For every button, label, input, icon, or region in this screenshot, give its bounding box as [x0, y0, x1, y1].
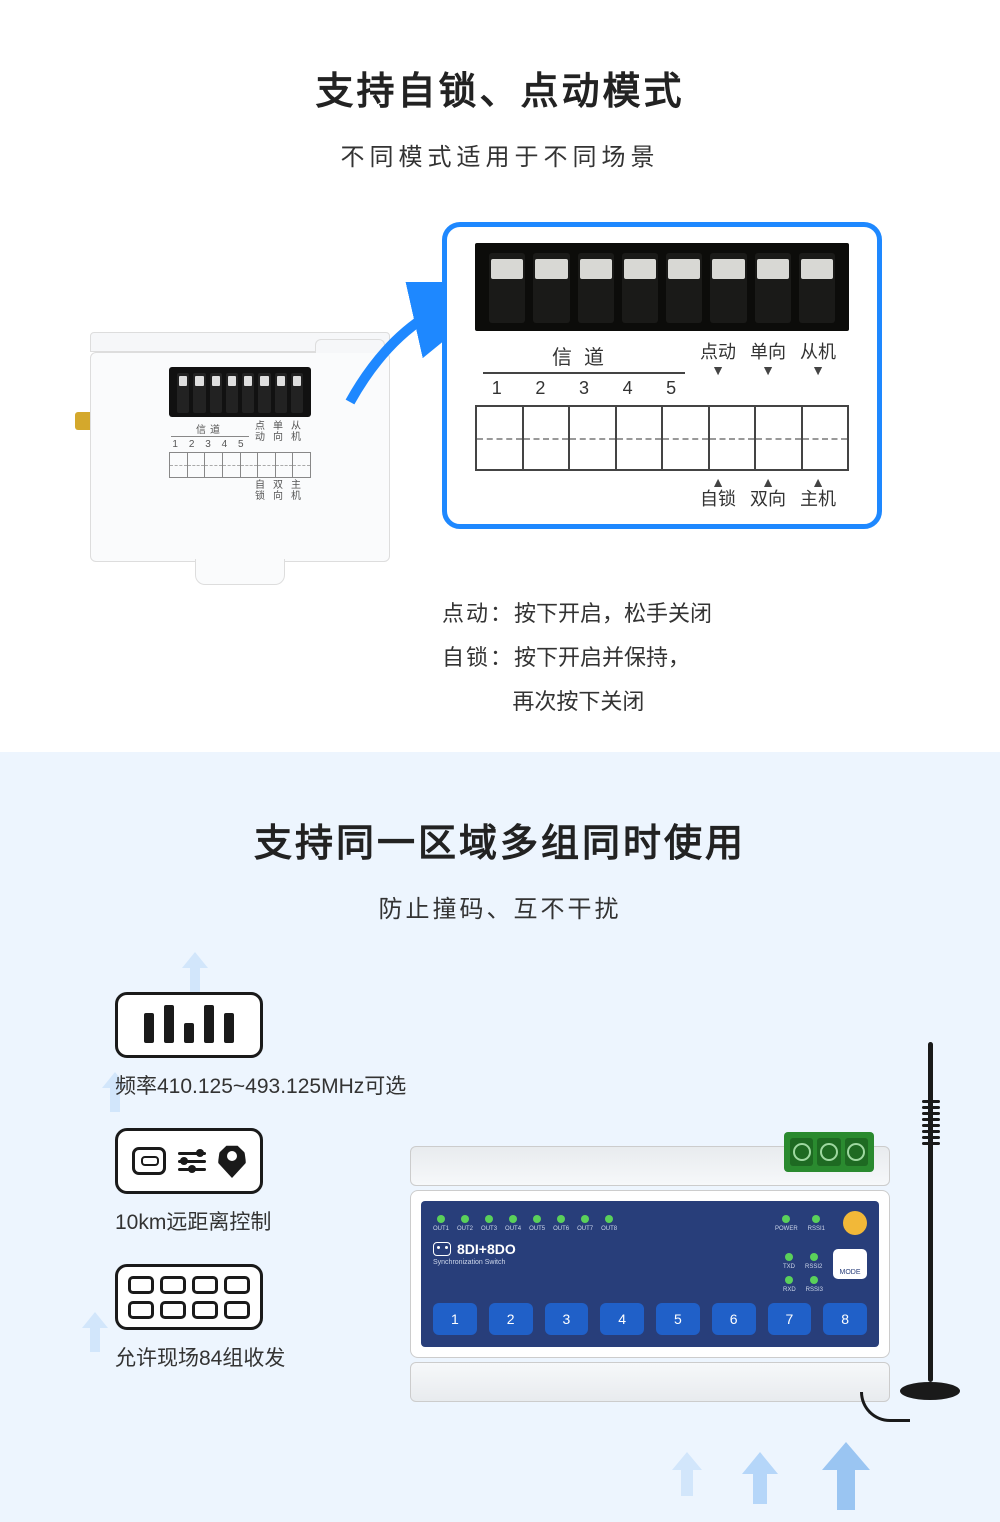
robot-face-icon [433, 1242, 451, 1256]
mode-descriptions: 点动：按下开启，松手关闭 自锁：按下开启并保持， 再次按下关闭 [442, 592, 712, 724]
desc-latch-2: 再次按下关闭 [442, 680, 712, 724]
led-row-mid: TXD RSSI2 RXD RSSI3 [783, 1253, 823, 1293]
mode-button[interactable]: MODE [833, 1249, 867, 1279]
terminal-block-icon [784, 1132, 874, 1172]
feature-distance: 10km远距离控制 [115, 1128, 406, 1236]
channel-buttons: 1 2 3 4 5 6 7 8 [433, 1303, 867, 1335]
section1-title: 支持自锁、点动模式 [0, 60, 1000, 115]
feature-groups: 允许现场84组收发 [115, 1264, 406, 1372]
channel-btn-7[interactable]: 7 [768, 1303, 812, 1335]
led-row-top: OUT1 OUT2 OUT3 OUT4 OUT5 OUT6 OUT7 OUT8 … [433, 1211, 867, 1235]
desc-jog: 点动：按下开启，松手关闭 [442, 592, 712, 636]
product-illustration: OUT1 OUT2 OUT3 OUT4 OUT5 OUT6 OUT7 OUT8 … [410, 1132, 890, 1412]
desc-latch-1: 自锁：按下开启并保持， [442, 636, 712, 680]
control-icons-icon [115, 1128, 263, 1194]
section-multi-group: 支持同一区域多组同时使用 防止撞码、互不干扰 频率410.125~493.125… [0, 752, 1000, 1522]
section2-subtitle: 防止撞码、互不干扰 [0, 889, 1000, 924]
bg-arrow-icon [740, 1452, 780, 1504]
dip-labels-small: 信道 1 2 3 4 5 点动 单向 从机 [169, 421, 311, 502]
section2-title: 支持同一区域多组同时使用 [0, 812, 1000, 867]
channel-label-sm: 信道 [169, 421, 251, 436]
dip-switch-large-icon [475, 243, 849, 331]
channel-btn-2[interactable]: 2 [489, 1303, 533, 1335]
antenna-icon [900, 1042, 960, 1442]
section-lock-modes: 支持自锁、点动模式 不同模式适用于不同场景 信道 1 [0, 0, 1000, 752]
channel-btn-8[interactable]: 8 [823, 1303, 867, 1335]
channel-btn-5[interactable]: 5 [656, 1303, 700, 1335]
section1-body: 信道 1 2 3 4 5 点动 单向 从机 [0, 212, 1000, 712]
channel-btn-6[interactable]: 6 [712, 1303, 756, 1335]
grid-icon [115, 1264, 263, 1330]
product-bottom-rail [410, 1362, 890, 1402]
product-body: OUT1 OUT2 OUT3 OUT4 OUT5 OUT6 OUT7 OUT8 … [410, 1190, 890, 1358]
bg-arrow-icon [80, 1312, 110, 1352]
bg-arrow-icon [820, 1442, 872, 1510]
feature-frequency: 频率410.125~493.125MHz可选 [115, 992, 406, 1100]
dip-switch-icon [169, 367, 311, 417]
bg-arrow-icon [670, 1452, 704, 1496]
feature-list: 频率410.125~493.125MHz可选 10km远距离控制 允许现场84组… [115, 992, 406, 1400]
antenna-port-icon [843, 1211, 867, 1235]
channel-btn-3[interactable]: 3 [545, 1303, 589, 1335]
channel-btn-1[interactable]: 1 [433, 1303, 477, 1335]
signal-bars-icon [115, 992, 263, 1058]
section1-subtitle: 不同模式适用于不同场景 [0, 137, 1000, 172]
channel-btn-4[interactable]: 4 [600, 1303, 644, 1335]
channel-label: 信道 [483, 341, 685, 374]
device-bottom-lip [195, 559, 285, 585]
bg-arrow-icon [180, 952, 210, 992]
dip-labels-large: 信道 点动▼ 单向▼ 从机▼ 1 2 3 4 5 [475, 341, 849, 510]
dip-zoom-panel: 信道 点动▼ 单向▼ 从机▼ 1 2 3 4 5 [442, 222, 882, 529]
product-panel: OUT1 OUT2 OUT3 OUT4 OUT5 OUT6 OUT7 OUT8 … [421, 1201, 879, 1347]
